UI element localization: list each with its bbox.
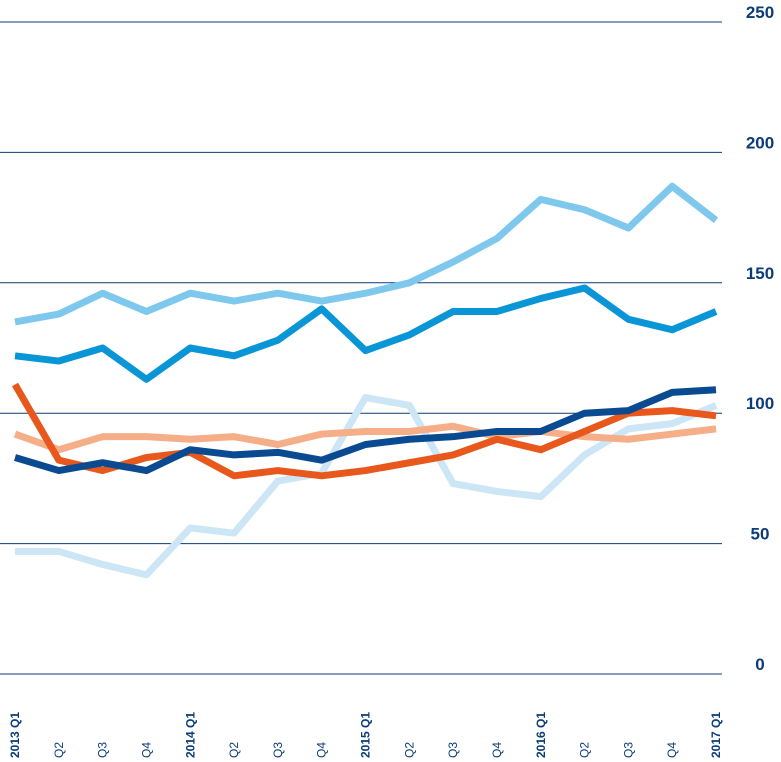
- x-tick-label: 2015 Q1: [359, 712, 373, 758]
- series-line: [11, 382, 717, 480]
- x-tick-label: Q3: [96, 742, 110, 758]
- x-tick-label: Q2: [402, 742, 416, 758]
- x-tick-label: Q4: [665, 742, 679, 758]
- x-tick-label: Q2: [578, 742, 592, 758]
- series-line: [14, 284, 718, 383]
- y-tick-label: 100: [746, 394, 774, 413]
- y-tick-label: 150: [746, 264, 774, 283]
- y-tick-label: 250: [746, 3, 774, 22]
- series-line: [14, 182, 719, 326]
- series-line: [13, 422, 717, 454]
- x-tick-label: Q3: [271, 742, 285, 758]
- x-tick-label: Q4: [139, 742, 153, 758]
- y-tick-label: 50: [751, 525, 770, 544]
- x-tick-label: Q3: [621, 742, 635, 758]
- x-tick-label: 2014 Q1: [183, 712, 197, 758]
- x-tick-label: Q2: [52, 742, 66, 758]
- x-tick-label: Q4: [315, 742, 329, 758]
- y-tick-label: 200: [746, 133, 774, 152]
- series-line: [14, 386, 717, 475]
- x-tick-label: 2013 Q1: [8, 712, 22, 758]
- series-line: [15, 394, 718, 579]
- y-tick-label: 0: [755, 655, 764, 674]
- x-tick-label: Q2: [227, 742, 241, 758]
- x-tick-label: 2016 Q1: [534, 712, 548, 758]
- x-tick-label: Q3: [446, 742, 460, 758]
- x-tick-label: Q4: [490, 742, 504, 758]
- x-tick-label: 2017 Q1: [709, 712, 723, 758]
